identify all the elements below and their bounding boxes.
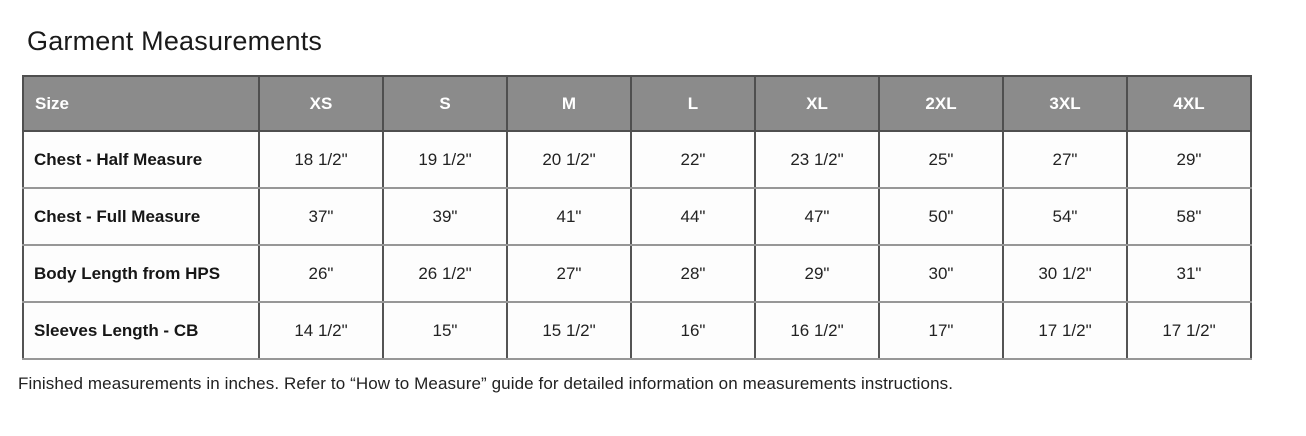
measurement-value: 30" [878,244,1004,303]
measurement-value: 16" [630,301,756,360]
column-header-s: S [382,75,508,132]
table-row: Chest - Full Measure 37" 39" 41" 44" 47" 50" 54… [22,187,1252,246]
measurement-value: 26" [258,244,384,303]
measurement-value: 25" [878,130,1004,189]
table-row: Sleeves Length - CB 14 1/2" 15" 15 1/2" 16" 1… [22,301,1252,360]
measurement-value: 19 1/2" [382,130,508,189]
measurement-value: 16 1/2" [754,301,880,360]
measurement-value: 14 1/2" [258,301,384,360]
column-header-xl: XL [754,75,880,132]
measurements-table: Size XS S M L XL 2XL 3XL 4XL Chest - Half Measu… [22,75,1252,360]
measurement-value: 39" [382,187,508,246]
measurement-value: 30 1/2" [1002,244,1128,303]
measurement-value: 29" [1126,130,1252,189]
measurement-value: 20 1/2" [506,130,632,189]
page-title: Garment Measurements [27,26,323,56]
table-row: Chest - Half Measure 18 1/2" 19 1/2" 20 1/2… [22,130,1252,189]
measurement-value: 29" [754,244,880,303]
measurement-value: 18 1/2" [258,130,384,189]
row-label: Body Length from HPS [22,244,260,303]
measurement-value: 17" [878,301,1004,360]
measurement-value: 26 1/2" [382,244,508,303]
column-header-l: L [630,75,756,132]
measurement-value: 28" [630,244,756,303]
column-header-2xl: 2XL [878,75,1004,132]
measurement-value: 22" [630,130,756,189]
measurement-value: 47" [754,187,880,246]
measurement-value: 58" [1126,187,1252,246]
table-row: Body Length from HPS 26" 26 1/2" 27" 28" 29" 3… [22,244,1252,303]
column-header-4xl: 4XL [1126,75,1252,132]
measurement-value: 17 1/2" [1002,301,1128,360]
measurement-value: 23 1/2" [754,130,880,189]
measurement-value: 37" [258,187,384,246]
footnote-text: Finished measurements in inches. Refer t… [18,374,954,393]
row-label: Chest - Half Measure [22,130,260,189]
measurement-value: 44" [630,187,756,246]
column-header-size: Size [22,75,260,132]
column-header-xs: XS [258,75,384,132]
measurement-value: 54" [1002,187,1128,246]
measurement-value: 15 1/2" [506,301,632,360]
measurement-value: 31" [1126,244,1252,303]
table-body: Chest - Half Measure 18 1/2" 19 1/2" 20 1/2… [22,130,1252,360]
measurement-value: 41" [506,187,632,246]
header-row: Size XS S M L XL 2XL 3XL 4XL [22,75,1252,132]
measurement-value: 17 1/2" [1126,301,1252,360]
measurement-value: 50" [878,187,1004,246]
column-header-3xl: 3XL [1002,75,1128,132]
measurement-value: 27" [1002,130,1128,189]
column-header-m: M [506,75,632,132]
measurement-value: 27" [506,244,632,303]
row-label: Sleeves Length - CB [22,301,260,360]
table-header: Size XS S M L XL 2XL 3XL 4XL [22,75,1252,132]
measurement-value: 15" [382,301,508,360]
row-label: Chest - Full Measure [22,187,260,246]
